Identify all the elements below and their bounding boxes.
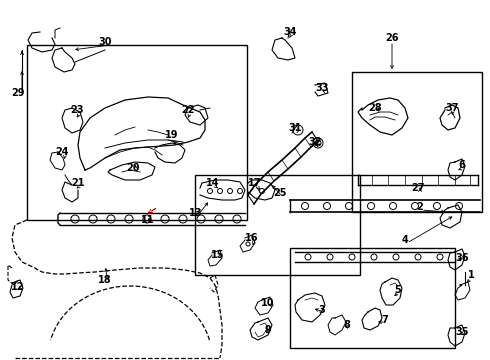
Text: 1: 1 xyxy=(467,270,474,280)
Text: 17: 17 xyxy=(248,178,262,188)
Text: 26: 26 xyxy=(385,33,399,43)
Bar xyxy=(195,175,360,275)
Text: 8: 8 xyxy=(343,320,350,330)
Text: 16: 16 xyxy=(245,233,259,243)
Text: 14: 14 xyxy=(206,178,220,188)
Text: 21: 21 xyxy=(71,178,85,188)
Text: 34: 34 xyxy=(283,27,297,37)
Bar xyxy=(352,72,482,212)
Text: 29: 29 xyxy=(11,88,25,98)
Text: 22: 22 xyxy=(181,105,195,115)
Text: 3: 3 xyxy=(318,305,325,315)
Text: 9: 9 xyxy=(265,325,271,335)
Text: 5: 5 xyxy=(394,285,401,295)
Text: 19: 19 xyxy=(165,130,179,140)
Text: 24: 24 xyxy=(55,147,69,157)
Text: 20: 20 xyxy=(126,163,140,173)
Text: 23: 23 xyxy=(70,105,84,115)
Bar xyxy=(27,45,247,220)
Text: 18: 18 xyxy=(98,275,112,285)
Text: 30: 30 xyxy=(98,37,112,47)
Text: 10: 10 xyxy=(261,298,275,308)
Bar xyxy=(290,248,455,348)
Text: 4: 4 xyxy=(402,235,408,245)
Text: 36: 36 xyxy=(455,253,469,263)
Text: 27: 27 xyxy=(411,183,425,193)
Text: 7: 7 xyxy=(382,315,389,325)
Text: 31: 31 xyxy=(288,123,302,133)
Text: 32: 32 xyxy=(308,137,322,147)
Text: 15: 15 xyxy=(211,250,225,260)
Text: 12: 12 xyxy=(11,282,25,292)
Text: 6: 6 xyxy=(459,160,466,170)
Text: 28: 28 xyxy=(368,103,382,113)
Text: 11: 11 xyxy=(141,215,155,225)
Text: 35: 35 xyxy=(455,327,469,337)
Text: 37: 37 xyxy=(445,103,459,113)
Text: 33: 33 xyxy=(315,83,329,93)
Text: 25: 25 xyxy=(273,188,287,198)
Text: 2: 2 xyxy=(416,202,423,212)
Text: 13: 13 xyxy=(189,208,203,218)
